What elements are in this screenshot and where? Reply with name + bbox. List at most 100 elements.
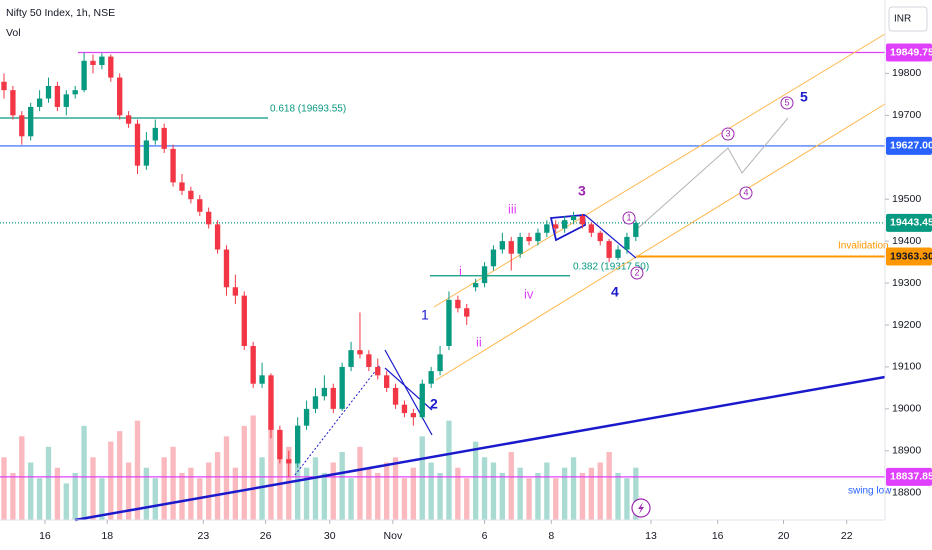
volume-bar (588, 467, 595, 520)
wedge-line (384, 349, 433, 436)
candle-body (99, 56, 105, 65)
wave-label: 1 (421, 307, 429, 323)
candle-body (597, 232, 603, 242)
volume-bar (152, 478, 158, 520)
x-tick-label: 30 (324, 530, 336, 542)
volume-bar (45, 446, 52, 520)
y-tick-label: 18800 (892, 487, 921, 499)
volume-bar (437, 472, 443, 520)
candle-body (277, 429, 283, 460)
candle-body (383, 375, 390, 388)
volume-bar (117, 431, 123, 520)
volume-bar (312, 457, 319, 520)
price-badge (886, 247, 932, 266)
price-badge (886, 467, 932, 486)
candle-body (223, 249, 230, 288)
wave-label: 5 (800, 89, 808, 105)
candle-body (508, 241, 514, 254)
candle-body (232, 287, 239, 296)
candle-body (561, 220, 568, 229)
volume-bar (606, 452, 612, 520)
volume-bar (357, 446, 363, 520)
wave-label: 2 (634, 267, 639, 277)
y-tick-label: 19100 (892, 361, 921, 373)
candle-body (214, 224, 221, 250)
candle-body (312, 396, 319, 409)
circle (739, 186, 753, 200)
candle-body (544, 224, 550, 233)
candle-body (579, 215, 586, 225)
x-tick-label: 18 (101, 530, 113, 542)
volume-bar (277, 431, 283, 520)
circle (630, 266, 644, 280)
fib-label: 0.382 (19317.50) (573, 261, 649, 272)
candle-body (437, 354, 443, 372)
candle-body (125, 115, 132, 124)
wave-label: 4 (743, 187, 748, 197)
volume-bar (268, 405, 274, 520)
x-tick-label: 22 (841, 530, 853, 542)
volume-bar (472, 441, 479, 520)
price-badge-label: 19849.75 (890, 46, 932, 58)
volume-bar (339, 452, 345, 520)
x-tick-label: 13 (645, 530, 657, 542)
candle-body (259, 375, 265, 384)
volume-bar (464, 478, 470, 520)
fib-label: 0.618 (19693.55) (270, 104, 346, 115)
volume-bar (348, 478, 354, 520)
candle-body (366, 354, 372, 367)
price-badge (886, 136, 932, 155)
candle-body (286, 459, 292, 464)
candle-body (81, 60, 87, 91)
volume-bar (526, 478, 532, 520)
candle-body (455, 299, 461, 309)
candle-body (321, 387, 328, 397)
wave-label: 3 (578, 183, 586, 199)
y-tick-label: 19800 (892, 67, 921, 79)
candle-body (588, 224, 595, 233)
candle-body (375, 366, 381, 376)
chart-title: Nifty 50 Index, 1h, NSE (6, 7, 115, 19)
x-tick-label: 8 (548, 530, 554, 542)
volume-bar (90, 457, 96, 520)
wave-label: 4 (611, 284, 619, 300)
wave-label: ii (476, 334, 482, 349)
y-tick-label: 19500 (892, 193, 921, 205)
candle-body (330, 387, 336, 409)
x-tick-label: 16 (39, 530, 51, 542)
wave-label: 1 (626, 212, 631, 222)
volume-bar (597, 462, 603, 520)
x-tick-label: Nov (384, 530, 403, 542)
candle-body (143, 140, 150, 166)
candle-body (206, 211, 212, 225)
candle-body (45, 85, 52, 99)
volume-bar (508, 452, 514, 520)
volume-bar (125, 462, 132, 520)
candle-body (472, 283, 479, 288)
wave-label: iv (524, 286, 534, 301)
volume-bar (455, 467, 461, 520)
volume-label: Vol (6, 27, 21, 39)
currency-button[interactable] (888, 6, 928, 32)
wave-label: 3 (725, 128, 730, 138)
candle-body (446, 299, 452, 346)
y-tick-label: 19300 (892, 277, 921, 289)
trendline-short (584, 214, 637, 259)
price-badge (886, 213, 932, 232)
candle-body (19, 115, 25, 137)
flash-icon[interactable] (631, 498, 651, 518)
volume-bar (259, 457, 265, 520)
volume-bar (179, 472, 185, 520)
candle-body (553, 224, 559, 229)
currency-label[interactable]: INR (894, 14, 911, 25)
volume-bar (392, 457, 399, 520)
candle-body (63, 94, 69, 107)
candle-body (28, 106, 34, 137)
candle-body (570, 215, 577, 221)
volume-bar (19, 436, 25, 520)
candle-body (348, 350, 354, 367)
volume-bar (250, 415, 256, 520)
price-badge-label: 19363.30 (890, 250, 932, 262)
wave-labels: Invalidation swing low i ii iii iv 1 2 3… (421, 89, 892, 497)
